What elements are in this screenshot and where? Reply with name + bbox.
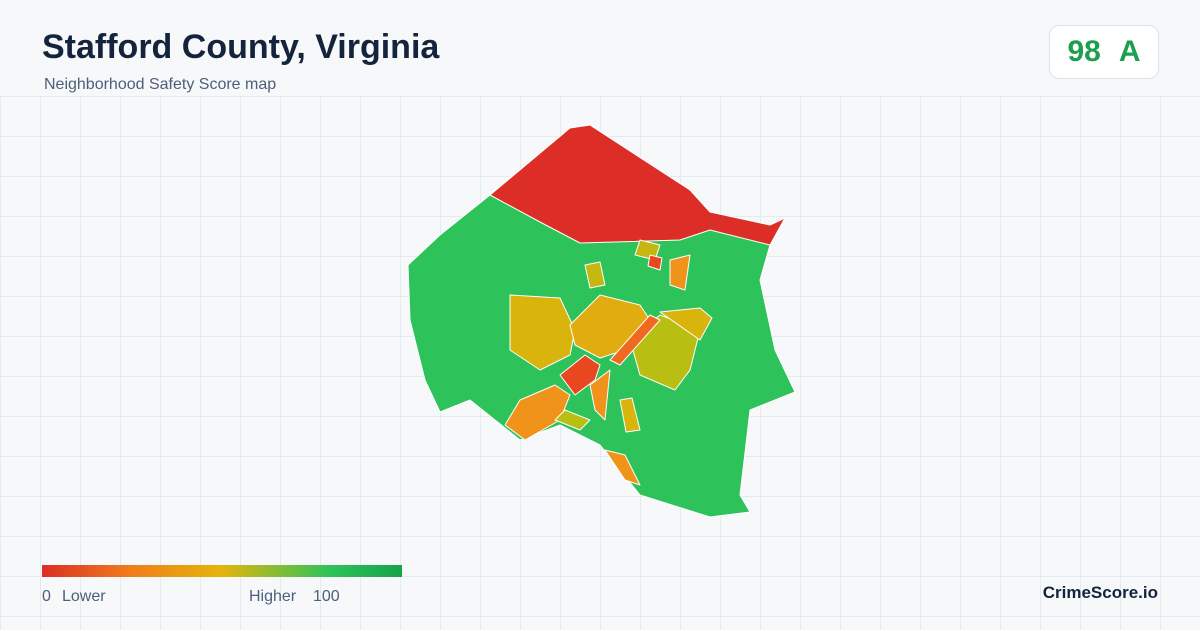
region (509, 294, 576, 371)
region (669, 254, 691, 291)
legend-min-label: Lower (62, 588, 106, 605)
legend-max-label: Higher (249, 588, 297, 605)
brand: CrimeScore.io (1042, 583, 1158, 602)
title: Stafford County, Virginia (42, 28, 440, 66)
region (489, 124, 786, 246)
region (604, 449, 641, 486)
region (609, 314, 661, 366)
legend-max: 100 (313, 588, 340, 605)
score-badge: 98 A (1049, 25, 1159, 79)
region (584, 261, 606, 289)
region (647, 254, 663, 271)
region (559, 354, 601, 396)
score-grade: A (1118, 35, 1141, 68)
score-value: 98 (1067, 35, 1101, 68)
legend-min: 0 (42, 588, 51, 605)
region (554, 409, 591, 431)
region (589, 369, 611, 421)
legend-gradient (42, 565, 402, 577)
region (619, 397, 641, 433)
header: Stafford County, Virginia Neighborhood S… (0, 0, 1200, 96)
subtitle: Neighborhood Safety Score map (44, 76, 277, 93)
region (659, 307, 713, 341)
